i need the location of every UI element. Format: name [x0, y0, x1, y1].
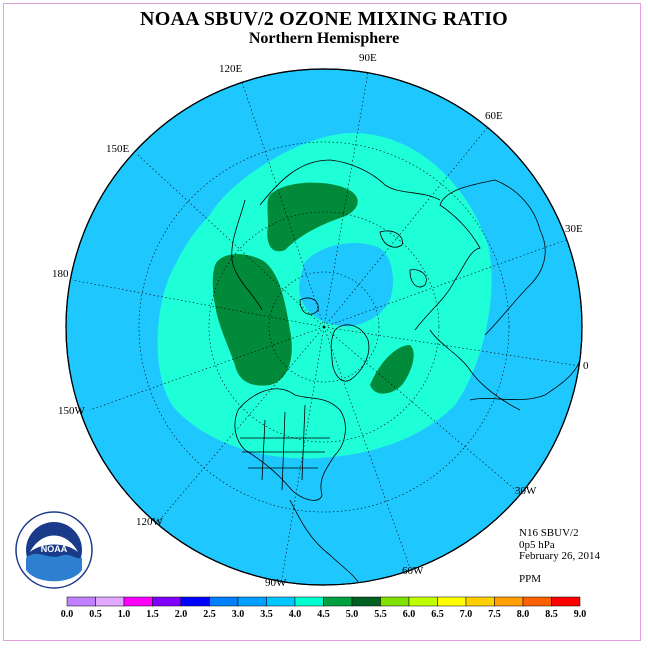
units-label: PPM: [519, 573, 542, 585]
colorbar-swatch: [294, 596, 324, 607]
colorbar-swatch: [408, 596, 438, 607]
colorbar-swatch: [266, 596, 296, 607]
colorbar-swatch: [437, 596, 467, 607]
lon-label-120e: 120E: [219, 63, 243, 75]
lon-label-150e: 150E: [106, 143, 130, 155]
colorbar-swatch: [494, 596, 524, 607]
colorbar-tick-label: 7.0: [459, 609, 473, 620]
colorbar-swatch: [237, 596, 267, 607]
colorbar-tick-label: 1.5: [146, 609, 159, 620]
colorbar-swatch: [522, 596, 552, 607]
noaa-logo: NOAA: [15, 511, 93, 589]
colorbar-tick-label: 6.5: [431, 609, 444, 620]
lon-label-180: 180: [52, 268, 69, 280]
lon-label-150w: 150W: [58, 405, 85, 417]
polar-low-region: [299, 242, 393, 327]
colorbar-tick-label: 3.5: [260, 609, 273, 620]
colorbar-tick-label: 9.0: [573, 609, 587, 620]
colorbar-tick-label: 4.5: [317, 609, 330, 620]
lon-label-30e: 30E: [565, 223, 583, 235]
high-region-east: [370, 345, 414, 394]
colorbar-tick-label: 2.0: [174, 609, 188, 620]
colorbar-tick-label: 4.0: [288, 609, 302, 620]
colorbar-tick-label: 5.0: [345, 609, 359, 620]
lon-label-90e: 90E: [359, 52, 377, 64]
high-region-north: [267, 182, 358, 252]
colorbar-swatch: [95, 596, 125, 607]
colorbar-swatch: [209, 596, 239, 607]
colorbar-tick-label: 0.5: [89, 609, 102, 620]
colorbar-swatch: [180, 596, 210, 607]
colorbar-swatch: [66, 596, 96, 607]
lon-label-120w: 120W: [136, 516, 163, 528]
meridians: [71, 71, 581, 579]
page-title: NOAA SBUV/2 OZONE MIXING RATIO: [140, 8, 508, 30]
colorbar-tick-label: 8.0: [516, 609, 530, 620]
lon-label-90w: 90W: [265, 577, 287, 589]
colorbar-tick-label: 3.0: [231, 609, 245, 620]
page-frame: [3, 3, 641, 641]
latitude-circles: [138, 141, 510, 513]
colorbar-tick-label: 5.5: [374, 609, 387, 620]
colorbar-swatch: [152, 596, 182, 607]
satellite-label: N16 SBUV/2: [519, 527, 579, 539]
colorbar-swatch: [380, 596, 410, 607]
lon-label-0: 0: [583, 360, 589, 372]
pressure-level-label: 0p5 hPa: [519, 539, 555, 551]
colorbar-swatch: [551, 596, 581, 607]
high-region-west: [212, 254, 292, 386]
lon-label-60w: 60W: [402, 565, 424, 577]
colorbar-swatch: [323, 596, 353, 607]
colorbar-tick-label: 6.0: [402, 609, 416, 620]
coastlines: [231, 159, 581, 585]
colorbar-swatch: [123, 596, 153, 607]
page-subtitle: Northern Hemisphere: [248, 30, 400, 47]
noaa-logo-text: NOAA: [41, 544, 68, 554]
colorbar-tick-label: 1.0: [117, 609, 131, 620]
colorbar-tick-label: 2.5: [203, 609, 216, 620]
colorbar-swatch: [465, 596, 495, 607]
date-label: February 26, 2014: [519, 550, 600, 562]
lon-label-60e: 60E: [485, 110, 503, 122]
colorbar-swatch: [351, 596, 381, 607]
colorbar-tick-label: 7.5: [488, 609, 501, 620]
lon-label-30w: 30W: [515, 485, 537, 497]
colorbar-tick-label: 8.5: [545, 609, 558, 620]
colorbar-tick-label: 0.0: [60, 609, 74, 620]
